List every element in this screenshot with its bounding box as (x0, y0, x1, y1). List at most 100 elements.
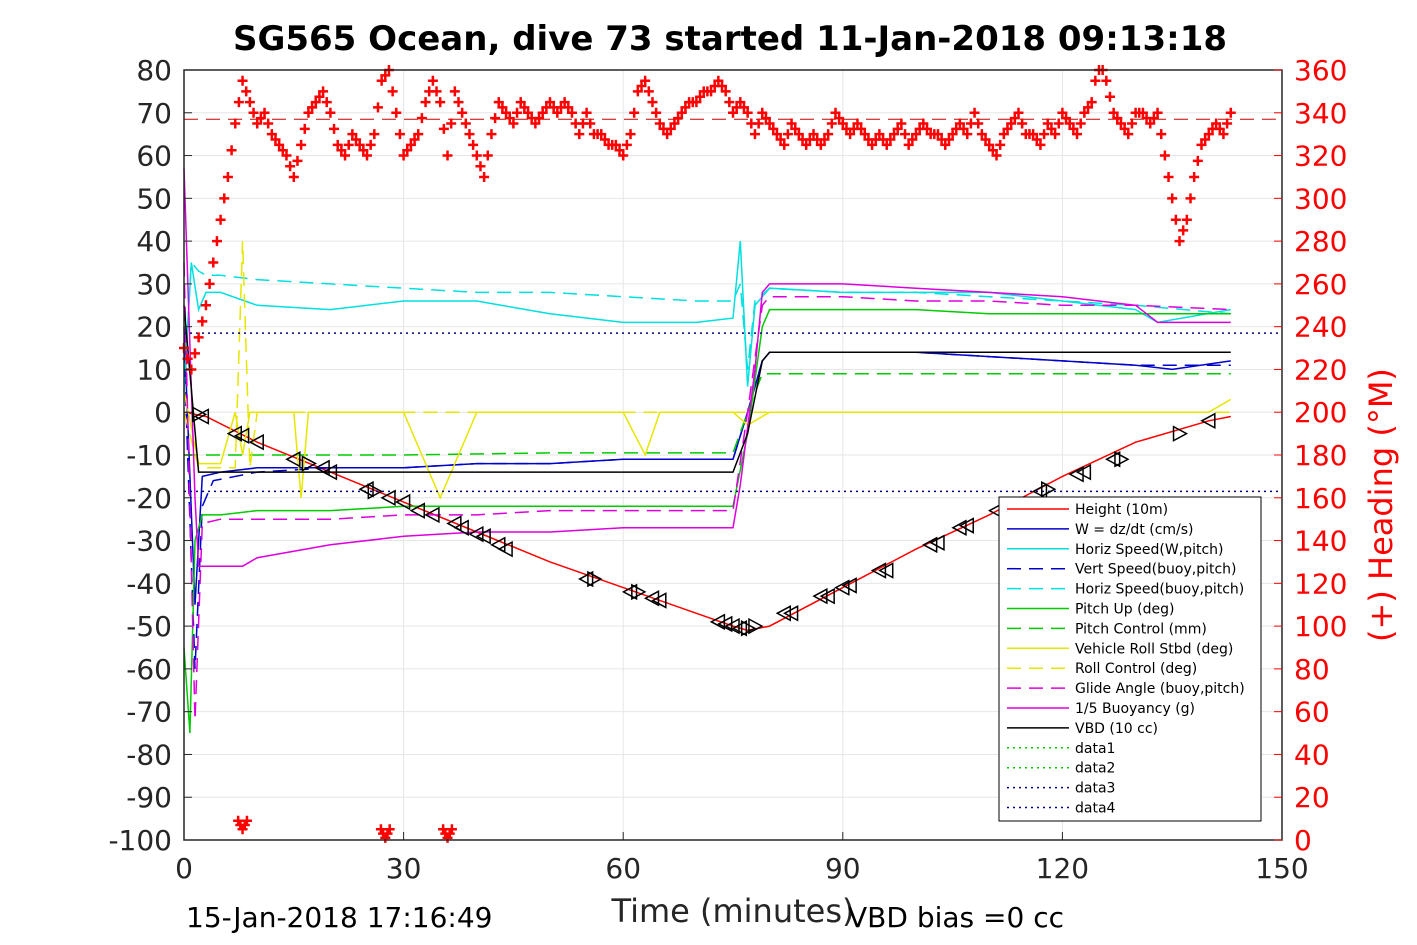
heading-point (823, 129, 834, 140)
series-line-3 (183, 348, 1231, 669)
heading-point (314, 91, 325, 102)
heading-point (523, 107, 534, 118)
heading-point (1119, 123, 1130, 134)
y-left-tick-label: -70 (126, 696, 172, 729)
y-axis-right-label: (+) Heading (°M) (1362, 368, 1400, 642)
heading-point (852, 118, 863, 129)
heading-point (1101, 75, 1112, 86)
heading-point (486, 129, 497, 140)
heading-point (629, 107, 640, 118)
triangle-marker (314, 459, 330, 477)
heading-point (405, 139, 416, 150)
heading-point (911, 129, 921, 140)
triangle-marker (358, 480, 374, 498)
triangle-marker (731, 619, 748, 637)
legend-label-8: Roll Control (deg) (1075, 661, 1197, 677)
heading-point (552, 107, 563, 118)
legend-label-9: Glide Angle (buoy,pitch) (1075, 681, 1245, 697)
heading-point (1053, 118, 1064, 129)
y-left-tick-label: -100 (108, 824, 172, 857)
triangle-marker (834, 579, 850, 596)
heading-point (1108, 107, 1119, 118)
triangle-marker (870, 562, 887, 579)
heading-point (632, 86, 643, 97)
heading-point (790, 123, 801, 134)
y-right-tick-label: 340 (1294, 97, 1347, 130)
heading-point (457, 107, 468, 118)
heading-point (343, 139, 354, 150)
heading-point (885, 134, 896, 145)
y-left-tick-label: 20 (136, 311, 172, 344)
heading-point (691, 97, 702, 108)
heading-point (566, 107, 577, 118)
triangle-marker (958, 517, 974, 534)
heading-point (427, 75, 438, 86)
heading-point (431, 86, 442, 97)
heading-point (369, 129, 380, 140)
heading-point (728, 107, 738, 118)
triangle-marker (490, 536, 506, 554)
heading-point (1170, 214, 1181, 225)
heading-point (237, 75, 248, 86)
triangle-marker (1075, 463, 1092, 481)
heading-point (475, 161, 486, 172)
heading-point (749, 129, 760, 140)
heading-point (808, 129, 819, 140)
y-right-tick-label: 220 (1294, 353, 1347, 386)
y-right-tick-label: 360 (1294, 54, 1347, 87)
heading-point (204, 278, 215, 289)
heading-point (1061, 113, 1072, 124)
heading-point (742, 107, 753, 118)
heading-point (815, 139, 826, 150)
heading-point (1009, 113, 1020, 124)
heading-low-point (241, 815, 252, 826)
triangle-marker (475, 528, 491, 545)
heading-point (449, 86, 460, 97)
heading-point (826, 118, 837, 129)
triangle-marker (301, 455, 318, 472)
y-right-tick-label: 240 (1294, 311, 1347, 344)
heading-point (1163, 171, 1174, 182)
heading-point (1072, 129, 1083, 140)
heading-point (189, 348, 200, 359)
heading-point (420, 97, 431, 108)
heading-point (226, 145, 237, 156)
series-line-4 (183, 260, 1231, 391)
heading-point (530, 118, 541, 129)
triangle-marker (724, 617, 740, 635)
triangle-marker (775, 605, 791, 622)
heading-point (453, 97, 464, 108)
triangle-marker (717, 615, 733, 633)
heading-point (208, 257, 219, 268)
heading-point (504, 113, 515, 124)
triangle-marker (1041, 480, 1057, 498)
heading-point (1086, 97, 1097, 108)
heading-point (1006, 118, 1017, 129)
heading-point (336, 145, 347, 156)
triangle-marker (226, 425, 242, 442)
y-right-tick-label: 200 (1294, 396, 1347, 429)
heading-point (1075, 118, 1086, 129)
heading-point (918, 118, 929, 129)
heading-point (962, 129, 973, 140)
x-axis-label: Time (minutes) (611, 892, 855, 930)
heading-point (1115, 118, 1126, 129)
heading-point (779, 139, 790, 150)
heading-point (365, 139, 376, 150)
heading-point (669, 118, 680, 129)
heading-point (1050, 129, 1061, 140)
chart-title: SG565 Ocean, dive 73 started 11-Jan-2018… (233, 19, 1227, 59)
legend-box (998, 496, 1262, 822)
heading-point (1137, 107, 1148, 118)
triangle-marker (651, 592, 667, 609)
heading-point (713, 75, 724, 86)
heading-point (409, 134, 420, 145)
heading-point (1057, 107, 1068, 118)
heading-point (263, 118, 274, 129)
heading-point (1148, 113, 1159, 124)
y-right-tick-label: 140 (1294, 525, 1347, 558)
heading-point (764, 118, 775, 129)
heading-point (782, 129, 793, 140)
heading-point (193, 332, 204, 343)
triangle-marker (233, 427, 250, 445)
